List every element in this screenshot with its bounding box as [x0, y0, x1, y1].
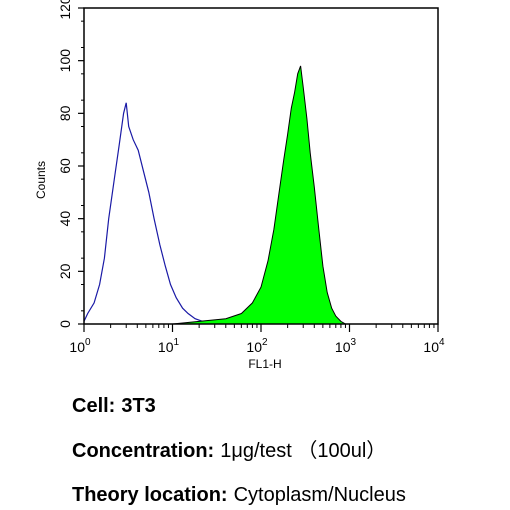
y-tick-label: 0 [57, 320, 73, 328]
y-tick-label: 100 [57, 49, 73, 73]
x-tick-label: 104 [423, 337, 445, 355]
histogram-outline-series [83, 102, 235, 325]
y-tick-label: 40 [57, 211, 73, 227]
x-tick-label: 102 [246, 337, 268, 355]
y-axis-title: Counts [34, 161, 48, 199]
cell-label: Cell: [72, 395, 116, 417]
x-tick-label: 101 [158, 337, 180, 355]
cell-info-line: Cell: 3T3 [72, 394, 156, 418]
y-tick-label: 120 [57, 0, 73, 20]
histogram-filled-series [172, 65, 348, 325]
x-tick-label: 103 [335, 337, 357, 355]
y-tick-label: 60 [57, 158, 73, 174]
theory-location-value: Cytoplasm/Nucleus [233, 484, 406, 506]
concentration-label: Concentration: [72, 440, 215, 462]
x-axis-title: FL1-H [248, 357, 281, 371]
plot-frame [83, 7, 439, 325]
histogram-chart: 100 101 102 103 104 0 20 40 60 80 100 120 FL1-H Co… [34, 0, 445, 371]
theory-location-label: Theory location: [72, 484, 228, 506]
y-tick-label: 80 [57, 105, 73, 121]
theory-location-info-line: Theory location: Cytoplasm/Nucleus [72, 483, 406, 507]
concentration-value: 1μg/test （100ul） [220, 440, 387, 462]
cell-value: 3T3 [121, 395, 156, 417]
y-tick-label: 20 [57, 263, 73, 279]
concentration-info-line: Concentration: 1μg/test （100ul） [72, 439, 386, 463]
x-tick-label: 100 [69, 337, 91, 355]
